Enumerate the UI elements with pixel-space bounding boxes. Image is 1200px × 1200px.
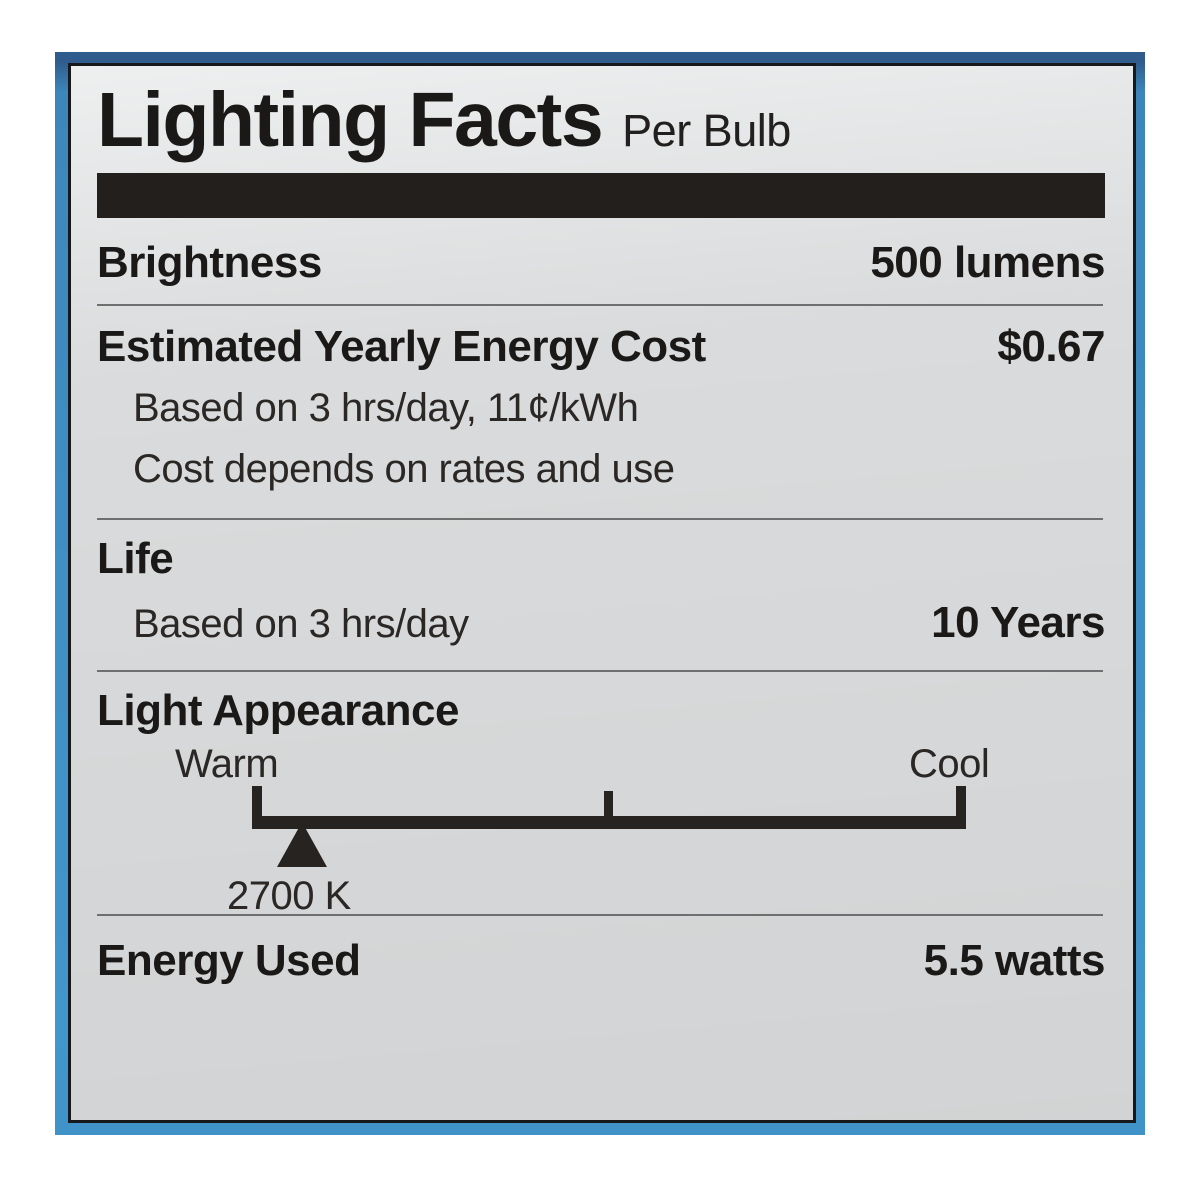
lighting-facts-label-body: Lighting Facts Per Bulb Brightness 500 l… bbox=[68, 63, 1136, 1123]
life-label: Life bbox=[97, 534, 174, 583]
divider-after-life bbox=[97, 670, 1103, 672]
energy-cost-note-2: Cost depends on rates and use bbox=[133, 447, 675, 491]
scale-warm-label: Warm bbox=[175, 742, 279, 786]
lighting-facts-label-frame: Lighting Facts Per Bulb Brightness 500 l… bbox=[55, 52, 1145, 1135]
scale-marker-triangle-icon bbox=[277, 822, 327, 867]
brightness-label: Brightness bbox=[97, 238, 322, 287]
scale-bar bbox=[252, 786, 966, 829]
energy-used-row: Energy Used 5.5 watts bbox=[95, 916, 1111, 986]
light-appearance-label: Light Appearance bbox=[97, 686, 459, 735]
scale-kelvin-value: 2700 K bbox=[227, 874, 351, 918]
page-title: Lighting Facts bbox=[97, 77, 604, 163]
energy-cost-block: Estimated Yearly Energy Cost $0.67 Based… bbox=[95, 306, 1111, 492]
energy-cost-value: $0.67 bbox=[997, 322, 1105, 371]
energy-cost-label: Estimated Yearly Energy Cost bbox=[97, 322, 706, 371]
label-title-row: Lighting Facts Per Bulb bbox=[95, 66, 1111, 159]
divider-after-energy-cost bbox=[97, 518, 1103, 520]
divider-after-brightness bbox=[97, 304, 1103, 306]
scale-tick-warm-end bbox=[252, 786, 262, 816]
brightness-row: Brightness 500 lumens bbox=[95, 218, 1111, 288]
life-detail-row: Based on 3 hrs/day 10 Years bbox=[97, 598, 1105, 648]
label-content: Lighting Facts Per Bulb Brightness 500 l… bbox=[71, 66, 1133, 1120]
life-note: Based on 3 hrs/day bbox=[133, 602, 469, 646]
brightness-value: 500 lumens bbox=[870, 238, 1105, 287]
life-block: Life Based on 3 hrs/day 10 Years bbox=[95, 520, 1111, 648]
energy-cost-note-1: Based on 3 hrs/day, 11¢/kWh bbox=[133, 386, 639, 430]
scale-tick-middle bbox=[604, 791, 613, 816]
scale-cool-label: Cool bbox=[909, 742, 990, 786]
scale-tick-cool-end bbox=[956, 786, 966, 816]
energy-used-value: 5.5 watts bbox=[923, 936, 1106, 985]
title-underbar bbox=[97, 173, 1105, 218]
color-temperature-scale: Warm Cool 2700 K bbox=[97, 742, 1105, 918]
divider-after-light-appearance bbox=[97, 914, 1103, 916]
light-appearance-block: Light Appearance Warm Cool 2700 K bbox=[95, 672, 1111, 918]
energy-used-label: Energy Used bbox=[97, 936, 361, 985]
life-value: 10 Years bbox=[931, 598, 1105, 647]
energy-cost-row: Estimated Yearly Energy Cost $0.67 bbox=[97, 322, 1105, 372]
title-qualifier: Per Bulb bbox=[622, 105, 791, 156]
